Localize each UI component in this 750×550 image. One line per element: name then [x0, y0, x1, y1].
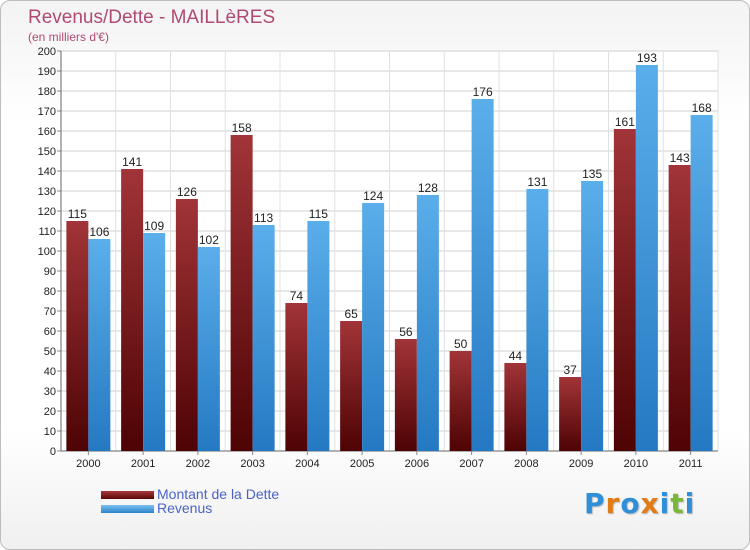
- data-label: 143: [670, 151, 690, 165]
- bar-revenus: [581, 181, 604, 451]
- logo-letter: t: [670, 487, 685, 520]
- y-tick-label: 10: [44, 426, 56, 438]
- data-label: 141: [122, 155, 142, 169]
- data-label: 65: [344, 307, 358, 321]
- data-label: 109: [144, 219, 164, 233]
- bar-revenus: [88, 239, 111, 451]
- x-tick-label: 2002: [186, 458, 210, 470]
- data-label: 56: [399, 325, 413, 339]
- data-label: 193: [637, 51, 657, 65]
- data-label: 50: [454, 337, 468, 351]
- bar-dette: [559, 377, 582, 451]
- x-tick-label: 2006: [405, 458, 429, 470]
- y-tick-label: 30: [44, 386, 56, 398]
- bar-dette: [394, 339, 417, 451]
- bar-dette: [613, 129, 636, 451]
- y-tick-label: 70: [44, 306, 56, 318]
- x-tick-label: 2004: [295, 458, 319, 470]
- x-tick-label: 2001: [131, 458, 155, 470]
- data-label: 44: [509, 349, 523, 363]
- x-tick-label: 2009: [569, 458, 593, 470]
- y-tick-label: 90: [44, 266, 56, 278]
- y-tick-label: 110: [38, 226, 56, 238]
- y-tick-label: 150: [38, 146, 56, 158]
- data-label: 158: [232, 121, 252, 135]
- data-label: 168: [692, 101, 712, 115]
- data-label: 161: [615, 115, 635, 129]
- bar-revenus: [471, 99, 494, 451]
- data-label: 124: [363, 189, 383, 203]
- y-tick-label: 50: [44, 346, 56, 358]
- y-tick-label: 40: [44, 366, 56, 378]
- y-tick-label: 100: [38, 246, 56, 258]
- y-tick-label: 200: [38, 46, 56, 58]
- proxiti-logo: Proxiti: [584, 487, 695, 520]
- bar-revenus: [307, 221, 330, 451]
- bar-dette: [175, 199, 198, 451]
- logo-letter: P: [584, 487, 606, 520]
- chart-subtitle: (en milliers d'€): [28, 30, 109, 44]
- y-tick-label: 140: [38, 166, 56, 178]
- y-tick-label: 180: [38, 86, 56, 98]
- data-label: 131: [527, 175, 547, 189]
- data-label: 128: [418, 181, 438, 195]
- bar-dette: [285, 303, 308, 451]
- bar-revenus: [362, 203, 385, 451]
- logo-letter: x: [640, 487, 660, 520]
- y-tick-label: 160: [38, 126, 56, 138]
- bar-revenus: [690, 115, 713, 451]
- bar-dette: [504, 363, 527, 451]
- bar-dette: [668, 165, 691, 451]
- x-tick-label: 2000: [76, 458, 100, 470]
- bar-revenus: [252, 225, 275, 451]
- y-tick-label: 170: [38, 106, 56, 118]
- y-tick-label: 190: [38, 66, 56, 78]
- bar-dette: [340, 321, 363, 451]
- bar-dette: [230, 135, 253, 451]
- x-tick-label: 2008: [514, 458, 538, 470]
- logo-letter: i: [659, 487, 671, 520]
- data-label: 74: [290, 289, 304, 303]
- x-tick-label: 2010: [624, 458, 648, 470]
- y-tick-label: 0: [50, 446, 56, 458]
- legend-swatch-dette: [101, 491, 154, 499]
- logo-letter: i: [684, 487, 696, 520]
- y-tick-label: 120: [38, 206, 56, 218]
- x-tick-label: 2005: [350, 458, 374, 470]
- data-label: 37: [563, 363, 577, 377]
- x-tick-label: 2011: [679, 458, 703, 470]
- bar-revenus: [526, 189, 549, 451]
- data-label: 102: [199, 233, 219, 247]
- x-tick-label: 2003: [240, 458, 264, 470]
- y-tick-label: 130: [38, 186, 56, 198]
- data-label: 176: [473, 85, 493, 99]
- bar-dette: [449, 351, 472, 451]
- data-label: 126: [177, 185, 197, 199]
- logo-letter: o: [620, 487, 641, 520]
- data-label: 135: [582, 167, 602, 181]
- legend-swatch-revenus: [101, 505, 154, 513]
- y-tick-label: 80: [44, 286, 56, 298]
- data-label: 113: [254, 211, 273, 225]
- bar-revenus: [635, 65, 658, 451]
- legend-label-revenus: Revenus: [157, 500, 213, 516]
- data-label: 115: [309, 207, 328, 221]
- bar-revenus: [143, 233, 166, 451]
- legend-label-dette: Montant de la Dette: [157, 486, 280, 502]
- logo-letter: r: [605, 487, 621, 520]
- x-tick-label: 2007: [459, 458, 483, 470]
- data-label: 106: [89, 225, 109, 239]
- y-tick-label: 60: [44, 326, 56, 338]
- bar-dette: [66, 221, 89, 451]
- y-tick-label: 20: [44, 406, 56, 418]
- chart-title: Revenus/Dette - MAILLèRES: [28, 7, 276, 28]
- bar-dette: [121, 169, 144, 451]
- bar-revenus: [416, 195, 439, 451]
- bar-revenus: [197, 247, 220, 451]
- data-label: 115: [68, 207, 87, 221]
